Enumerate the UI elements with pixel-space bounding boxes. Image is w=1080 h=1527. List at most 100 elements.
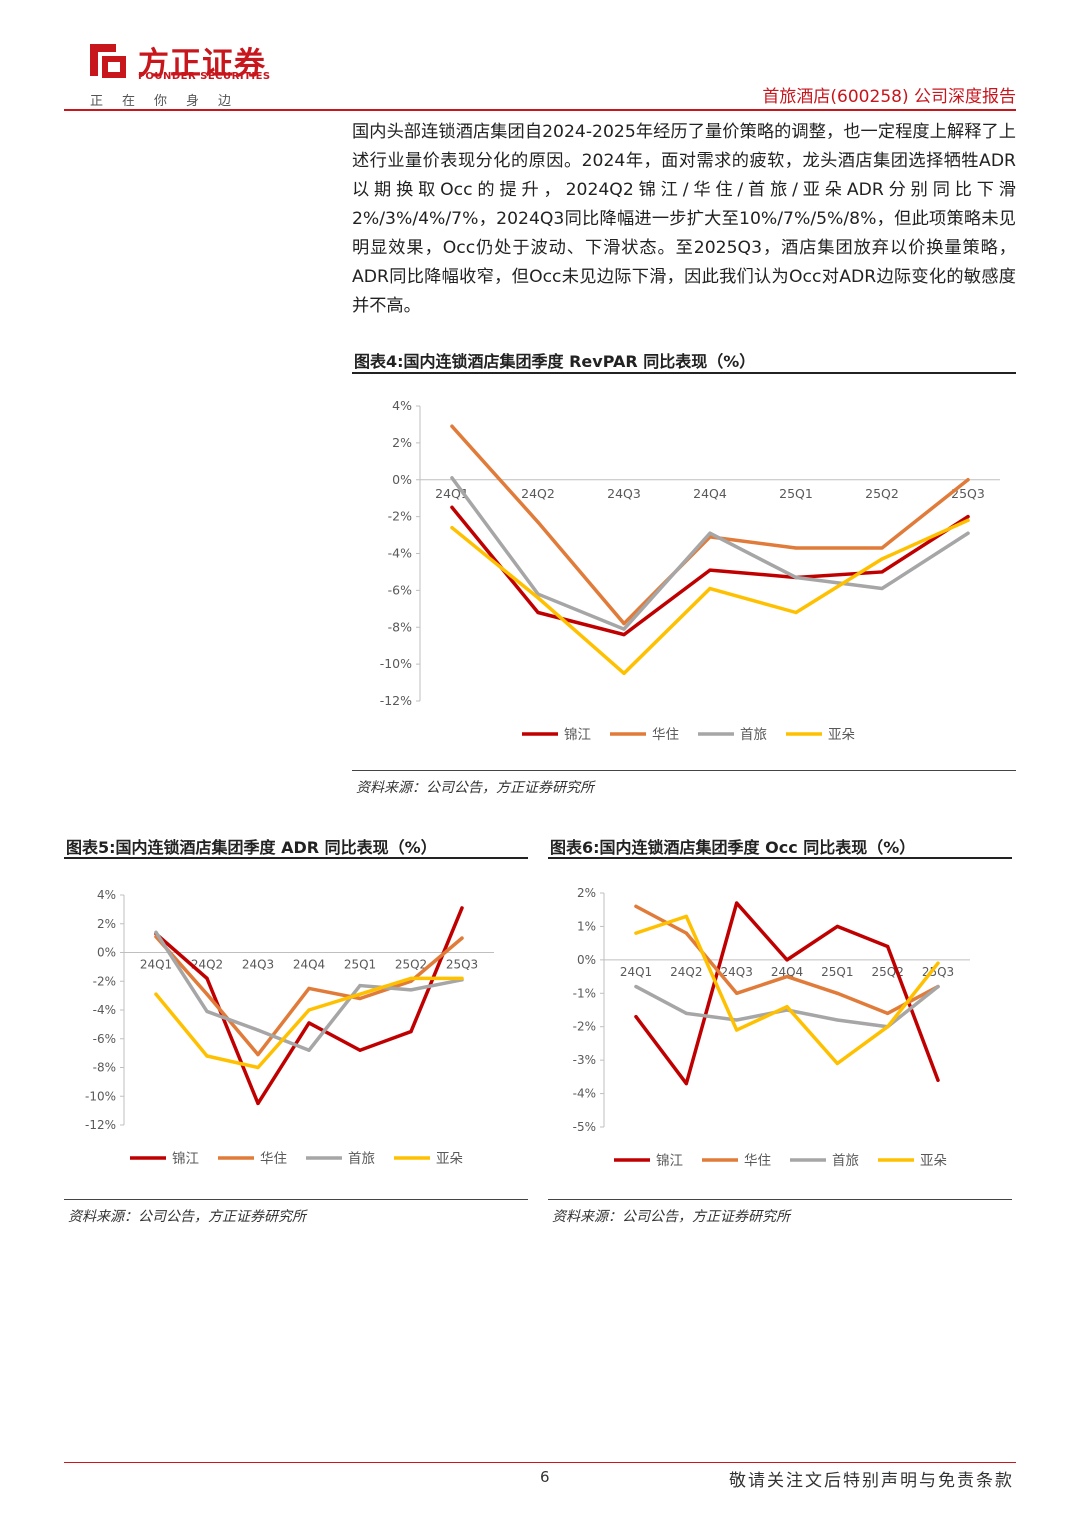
data-point [936,1078,940,1082]
data-point [936,985,940,989]
y-tick-label: -6% [388,582,412,597]
x-tick-label: 24Q2 [670,965,702,979]
x-tick-label: 24Q4 [293,958,325,972]
data-point [536,520,540,524]
x-tick-label: 25Q1 [779,486,813,501]
figure-6-top-rule [548,857,1012,859]
data-point [835,924,839,929]
figure-5-source: 资料来源：公司公告，方正证券研究所 [68,1209,306,1225]
revpar-chart: 4%2%0%-2%-4%-6%-8%-10%-12%24Q1 24Q2 24Q3 24… [380,398,1000,743]
figure-6-bottom-rule [548,1199,1012,1200]
data-point [358,992,362,996]
y-tick-label: -3% [573,1053,596,1067]
y-tick-label: -4% [388,546,412,561]
y-tick-label: -4% [93,1003,116,1017]
data-point [154,992,158,996]
series-line-华住 [154,934,464,1057]
founder-logo-icon [90,44,126,78]
y-tick-label: -6% [93,1032,116,1046]
x-tick-label: 25Q2 [395,958,427,972]
body-paragraph: 国内头部连锁酒店集团自2024-2025年经历了量价策略的调整，也一定程度上解释… [352,122,1016,316]
data-point [205,1054,209,1058]
data-point [966,478,970,482]
legend-label: 锦江 [172,1151,199,1167]
legend-label: 亚朵 [920,1153,947,1169]
legend-label: 华住 [260,1151,287,1167]
figure-4-top-rule [352,372,1016,374]
x-tick-label: 24Q2 [521,486,555,501]
data-point [358,983,362,988]
data-point [794,610,798,615]
legend-label: 首旅 [832,1153,859,1169]
legend-label: 华住 [744,1153,771,1169]
legend-label: 亚朵 [436,1151,463,1167]
data-point [450,424,454,428]
occ-chart: 2% 1% 0% -1% -2% -3% -4% -5% 24Q1 24Q2 24Q3 24Q4 25Q… [573,886,970,1169]
y-tick-label: 2% [577,886,596,900]
x-tick-label: 25Q3 [951,486,985,501]
y-tick-label: -10% [85,1089,116,1103]
data-point [450,526,454,530]
x-tick-label: 24Q3 [607,486,641,501]
y-tick-label: 0% [577,953,596,967]
data-point [966,518,970,522]
data-point [634,985,638,989]
adr-chart: 4% 2% 0% -2% -4% -6% -8% -10% -12% 24Q1 24Q2 24Q3 24… [85,888,494,1167]
data-point [835,1018,839,1022]
y-tick-label: -10% [380,656,412,671]
y-tick-label: 4% [97,888,116,902]
data-point [460,906,464,910]
y-tick-label: -12% [85,1118,116,1132]
data-point [409,1029,413,1034]
figure-5-top-rule [64,857,528,859]
data-point [205,992,209,996]
data-point [708,568,712,572]
x-tick-label: 24Q1 [620,965,652,979]
data-point [256,1052,260,1057]
x-tick-label: 24Q3 [242,958,274,972]
data-point [358,1048,362,1052]
data-point [886,944,890,949]
data-point [536,610,540,615]
y-tick-label: -2% [573,1020,596,1034]
data-point [307,1008,311,1012]
data-point [450,505,454,510]
data-point [966,515,970,519]
footer-divider [64,1462,1016,1463]
brand-name-en: FOUNDER SECURITIES [138,71,271,82]
legend-label: 锦江 [564,727,591,743]
data-point [622,633,626,637]
y-tick-label: -8% [388,619,412,634]
slogan: 正在你身边 [90,94,251,109]
y-tick-label: -2% [93,974,116,988]
y-tick-label: -12% [380,693,412,708]
data-point [536,596,540,600]
data-point [684,931,688,935]
y-tick-label: -2% [388,509,412,524]
x-tick-label: 24Q3 [720,965,752,979]
data-point [794,575,798,580]
data-point [735,1028,739,1032]
data-point [307,1021,311,1025]
data-point [622,671,626,675]
figure-6-title: 图表6:国内连锁酒店集团季度 Occ 同比表现（%） [550,838,916,857]
data-point [735,1018,739,1022]
disclaimer-link[interactable]: 敬请关注文后特别声明与免责条款 [729,1471,1014,1491]
report-title: 首旅酒店(600258) 公司深度报告 [762,87,1016,107]
data-point [205,976,209,980]
figure-5-title: 图表5:国内连锁酒店集团季度 ADR 同比表现（%） [66,838,437,857]
x-tick-label: 25Q3 [446,958,478,972]
data-point [634,1015,638,1019]
data-point [708,531,712,535]
y-tick-label: -8% [93,1061,116,1075]
series-line-华住 [450,424,970,626]
y-tick-label: 2% [97,917,116,931]
data-point [835,1061,839,1066]
figure-4-source: 资料来源：公司公告，方正证券研究所 [356,780,594,796]
data-point [936,961,940,965]
x-tick-label: 25Q1 [344,958,376,972]
data-point [735,991,739,995]
data-point [684,1011,688,1015]
data-point [785,1005,789,1009]
data-point [880,570,884,574]
